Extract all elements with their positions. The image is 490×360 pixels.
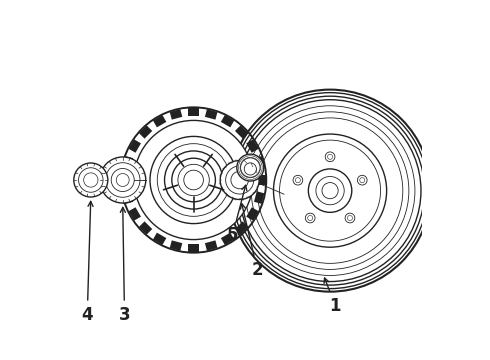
Circle shape bbox=[157, 144, 230, 216]
Text: 3: 3 bbox=[119, 207, 130, 324]
Text: 4: 4 bbox=[81, 201, 93, 324]
Polygon shape bbox=[122, 191, 133, 204]
Polygon shape bbox=[188, 244, 199, 252]
Polygon shape bbox=[122, 175, 130, 185]
Text: 2: 2 bbox=[241, 204, 263, 279]
Circle shape bbox=[172, 158, 216, 202]
Circle shape bbox=[226, 166, 254, 194]
Polygon shape bbox=[122, 156, 133, 169]
Circle shape bbox=[178, 164, 209, 196]
Circle shape bbox=[99, 157, 146, 203]
Circle shape bbox=[150, 136, 237, 224]
Circle shape bbox=[116, 174, 129, 186]
Circle shape bbox=[237, 154, 264, 181]
Polygon shape bbox=[128, 139, 141, 153]
Polygon shape bbox=[205, 109, 218, 120]
Polygon shape bbox=[235, 221, 248, 235]
Circle shape bbox=[184, 170, 203, 190]
Polygon shape bbox=[139, 221, 152, 235]
Polygon shape bbox=[221, 233, 234, 245]
Polygon shape bbox=[170, 240, 182, 251]
Circle shape bbox=[165, 151, 222, 209]
Circle shape bbox=[111, 168, 134, 192]
Polygon shape bbox=[188, 108, 199, 116]
Text: 1: 1 bbox=[324, 278, 341, 315]
Circle shape bbox=[241, 158, 260, 177]
Polygon shape bbox=[246, 207, 259, 221]
Polygon shape bbox=[139, 125, 152, 139]
Circle shape bbox=[105, 163, 140, 197]
Polygon shape bbox=[235, 125, 248, 139]
Circle shape bbox=[244, 163, 256, 175]
Polygon shape bbox=[205, 240, 218, 251]
Polygon shape bbox=[246, 139, 259, 153]
Polygon shape bbox=[258, 175, 266, 185]
Text: 5: 5 bbox=[227, 185, 247, 244]
Polygon shape bbox=[153, 115, 166, 127]
Polygon shape bbox=[153, 233, 166, 245]
Circle shape bbox=[74, 163, 108, 197]
Circle shape bbox=[231, 171, 248, 189]
Circle shape bbox=[134, 120, 253, 240]
Circle shape bbox=[78, 168, 103, 192]
Polygon shape bbox=[254, 191, 265, 204]
Circle shape bbox=[84, 173, 98, 187]
Polygon shape bbox=[128, 207, 141, 221]
Polygon shape bbox=[170, 109, 182, 120]
Circle shape bbox=[220, 161, 259, 199]
Polygon shape bbox=[221, 115, 234, 127]
Polygon shape bbox=[254, 156, 265, 169]
